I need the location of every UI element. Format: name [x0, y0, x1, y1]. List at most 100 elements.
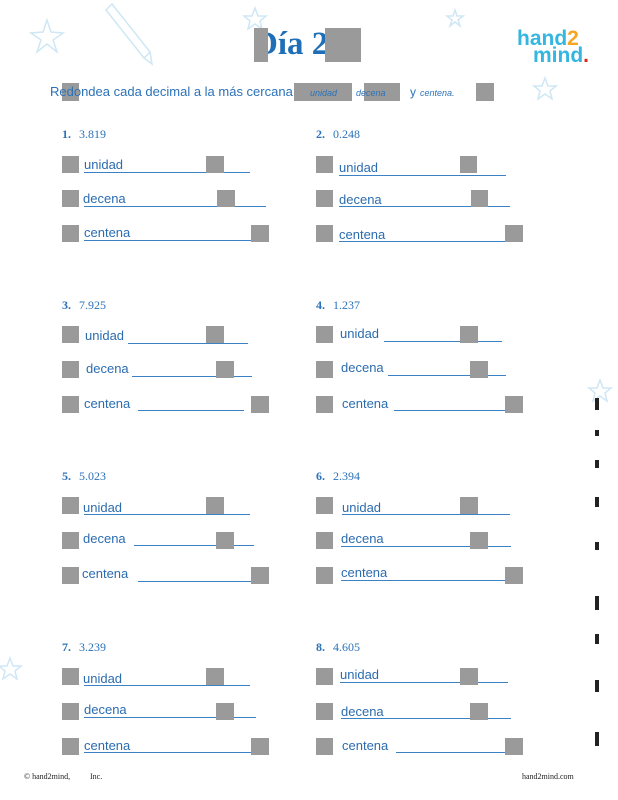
answer-line[interactable] [84, 240, 264, 241]
answer-checkbox[interactable] [316, 703, 333, 720]
answer-checkbox[interactable] [62, 532, 79, 549]
answer-line[interactable] [339, 241, 513, 242]
problem-5-label-unidad: unidad [83, 500, 123, 515]
answer-line[interactable] [84, 717, 256, 718]
problem-3-label-centena: centena [84, 396, 131, 411]
edge-mark [595, 460, 599, 468]
answer-checkbox[interactable] [62, 738, 79, 755]
redacted-box [505, 225, 523, 242]
instructions: Redondea cada decimal a la más cercana [50, 84, 293, 99]
problem-8-label-centena: centena [342, 738, 389, 753]
problem-8-label-unidad: unidad [340, 667, 380, 682]
redacted-box [471, 190, 488, 207]
redacted-box [206, 497, 224, 514]
answer-checkbox[interactable] [316, 396, 333, 413]
answer-line[interactable] [394, 410, 514, 411]
problem-6-label-unidad: unidad [342, 500, 382, 515]
pencil-icon [104, 2, 154, 66]
answer-line[interactable] [138, 581, 256, 582]
problem-2-label-unidad: unidad [339, 160, 379, 175]
answer-line[interactable] [341, 546, 511, 547]
answer-line[interactable] [84, 685, 250, 686]
problem-5-label-centena: centena [82, 566, 129, 581]
problem-4-label-unidad: unidad [340, 326, 380, 341]
answer-line[interactable] [342, 514, 510, 515]
edge-mark [595, 398, 599, 410]
problem-8-label-decena: decena [341, 704, 384, 719]
answer-checkbox[interactable] [62, 668, 79, 685]
answer-checkbox[interactable] [316, 361, 333, 378]
answer-line[interactable] [128, 343, 248, 344]
problem-5-label-decena: decena [83, 531, 126, 546]
answer-checkbox[interactable] [62, 156, 79, 173]
problem-7-label-unidad: unidad [83, 671, 123, 686]
answer-line[interactable] [84, 172, 250, 173]
answer-line[interactable] [396, 752, 514, 753]
answer-line[interactable] [384, 341, 502, 342]
answer-checkbox[interactable] [316, 190, 333, 207]
answer-checkbox[interactable] [62, 326, 79, 343]
answer-checkbox[interactable] [62, 396, 79, 413]
answer-line[interactable] [84, 514, 250, 515]
redacted-box [206, 326, 224, 343]
answer-checkbox[interactable] [316, 326, 333, 343]
redacted-box [62, 83, 79, 101]
answer-line[interactable] [339, 206, 510, 207]
star-icon [444, 7, 466, 29]
answer-line[interactable] [84, 752, 256, 753]
edge-mark [595, 732, 599, 746]
redacted-box [460, 156, 477, 173]
answer-line[interactable] [339, 175, 506, 176]
answer-checkbox[interactable] [62, 225, 79, 242]
redacted-box [470, 703, 488, 720]
redacted-box [216, 361, 234, 378]
answer-checkbox[interactable] [316, 532, 333, 549]
footer-site: hand2mind.com [522, 772, 574, 781]
redacted-box [505, 396, 523, 413]
problem-1-label-decena: decena [83, 191, 126, 206]
redacted-box [294, 83, 352, 101]
answer-line[interactable] [340, 682, 508, 683]
answer-checkbox[interactable] [316, 567, 333, 584]
answer-checkbox[interactable] [316, 738, 333, 755]
answer-line[interactable] [84, 206, 266, 207]
answer-checkbox[interactable] [62, 190, 79, 207]
redacted-box [251, 225, 269, 242]
answer-checkbox[interactable] [316, 225, 333, 242]
answer-line[interactable] [132, 376, 252, 377]
answer-checkbox[interactable] [62, 361, 79, 378]
answer-line[interactable] [138, 410, 244, 411]
redacted-box [460, 497, 478, 514]
answer-line[interactable] [134, 545, 254, 546]
redacted-box [251, 567, 269, 584]
redacted-box [216, 532, 234, 549]
problem-4-label-centena: centena [342, 396, 389, 411]
problem-1-label-centena: centena [84, 225, 131, 240]
problem-7-label-decena: decena [84, 702, 127, 717]
edge-mark [595, 430, 599, 436]
answer-checkbox[interactable] [62, 703, 79, 720]
problem-3-number: 3. 7.925 [62, 298, 106, 312]
redacted-box [460, 326, 478, 343]
answer-line[interactable] [341, 580, 515, 581]
problem-3-label-decena: decena [86, 361, 129, 376]
star-icon [241, 5, 269, 31]
redacted-box [216, 703, 234, 720]
answer-checkbox[interactable] [62, 497, 79, 514]
problem-2-label-decena: decena [339, 192, 382, 207]
redacted-box [505, 567, 523, 584]
answer-line[interactable] [341, 718, 511, 719]
problem-6-label-decena: decena [341, 531, 384, 546]
answer-line[interactable] [388, 375, 506, 376]
footer-inc: Inc. [90, 772, 103, 781]
problem-7-number: 7. 3.239 [62, 640, 106, 654]
answer-checkbox[interactable] [62, 567, 79, 584]
answer-checkbox[interactable] [316, 156, 333, 173]
problem-7-label-centena: centena [84, 738, 131, 753]
redacted-box [254, 28, 268, 62]
problem-6-label-centena: centena [341, 565, 388, 580]
answer-checkbox[interactable] [316, 668, 333, 685]
edge-mark [595, 680, 599, 692]
answer-checkbox[interactable] [316, 497, 333, 514]
